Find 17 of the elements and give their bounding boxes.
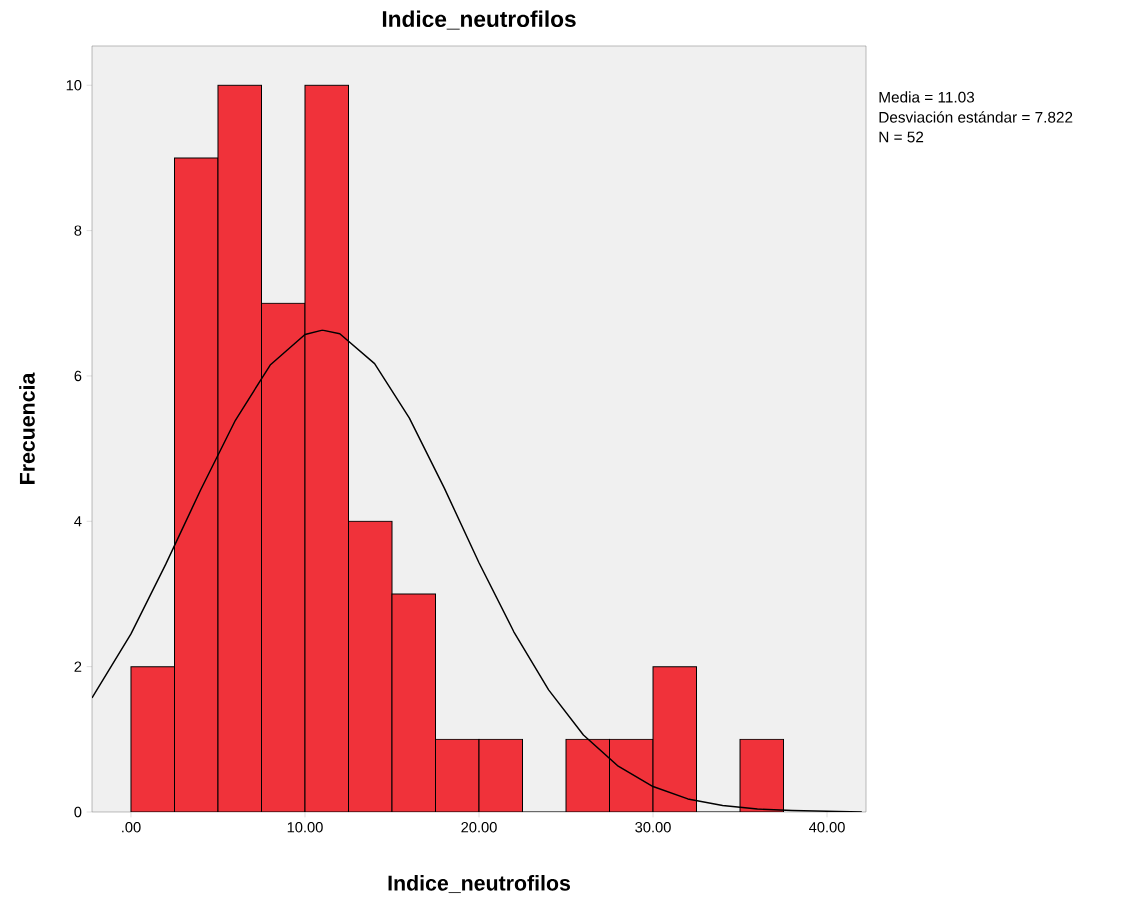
x-axis-title: Indice_neutrofilos [388,874,570,894]
text: Media = 11.03 [879,91,975,103]
x-tick-label: 30.00 [635,822,671,833]
y-tick-label: 2 [74,661,82,672]
y-tick-label: 8 [74,225,82,236]
y-tick-label: 10 [66,80,82,91]
y-axis-title: Frecuencia [19,372,35,484]
text: Desviación estándar = 7.822 [879,111,1073,123]
x-tick-label: 10.00 [287,822,323,833]
y-tick-label: 6 [74,370,82,382]
x-tick-label: 20.00 [461,822,497,833]
x-tick-label: .00 [122,822,141,833]
chart-title: Indice_neutrofilos [382,10,576,30]
x-tick-label: 40.00 [809,822,845,833]
y-tick-label: 4 [74,516,82,527]
y-tick-label: 0 [74,806,82,818]
text: N = 52 [879,131,924,143]
